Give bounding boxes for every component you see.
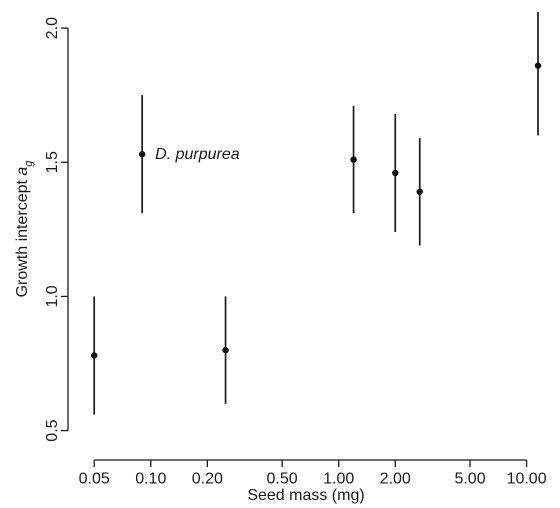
y-axis-ticks: 0.5 1.0 1.5 2.0 [44,17,68,442]
x-tick-label: 0.10 [135,470,166,487]
x-tick-label: 2.00 [380,470,411,487]
data-point [392,169,399,177]
y-tick-label: 2.0 [44,17,61,39]
x-tick-label: 0.20 [192,470,223,487]
y-tick-label: 0.5 [44,419,61,441]
x-axis-ticks: 0.05 0.10 0.20 0.50 1.00 2.00 5.00 10.00 [79,460,547,487]
y-tick-label: 1.5 [44,151,61,173]
x-tick-label: 0.50 [267,470,298,487]
annotations: D. purpurea [155,146,240,163]
data-point [350,156,357,163]
x-tick-label: 5.00 [454,470,485,487]
y-tick-label: 1.0 [44,285,61,307]
data-point [416,188,423,195]
point-annotation: D. purpurea [155,146,240,163]
y-axis-title-subscript: g [23,160,35,167]
data-point [138,151,146,158]
x-axis-title: Seed mass (mg) [247,487,364,504]
y-axis-title-symbol: a [14,167,31,176]
error-bars [93,12,539,415]
data-point [534,62,542,69]
x-tick-label: 0.05 [79,470,110,487]
data-point [222,346,229,354]
data-points [91,62,542,359]
axes [67,28,527,461]
y-axis-title: Growth intercept ag [14,160,35,298]
x-tick-label: 10.00 [507,470,547,487]
y-axis-title-main: Growth intercept [14,176,31,298]
data-point [91,352,98,359]
x-tick-label: 1.00 [323,470,354,487]
